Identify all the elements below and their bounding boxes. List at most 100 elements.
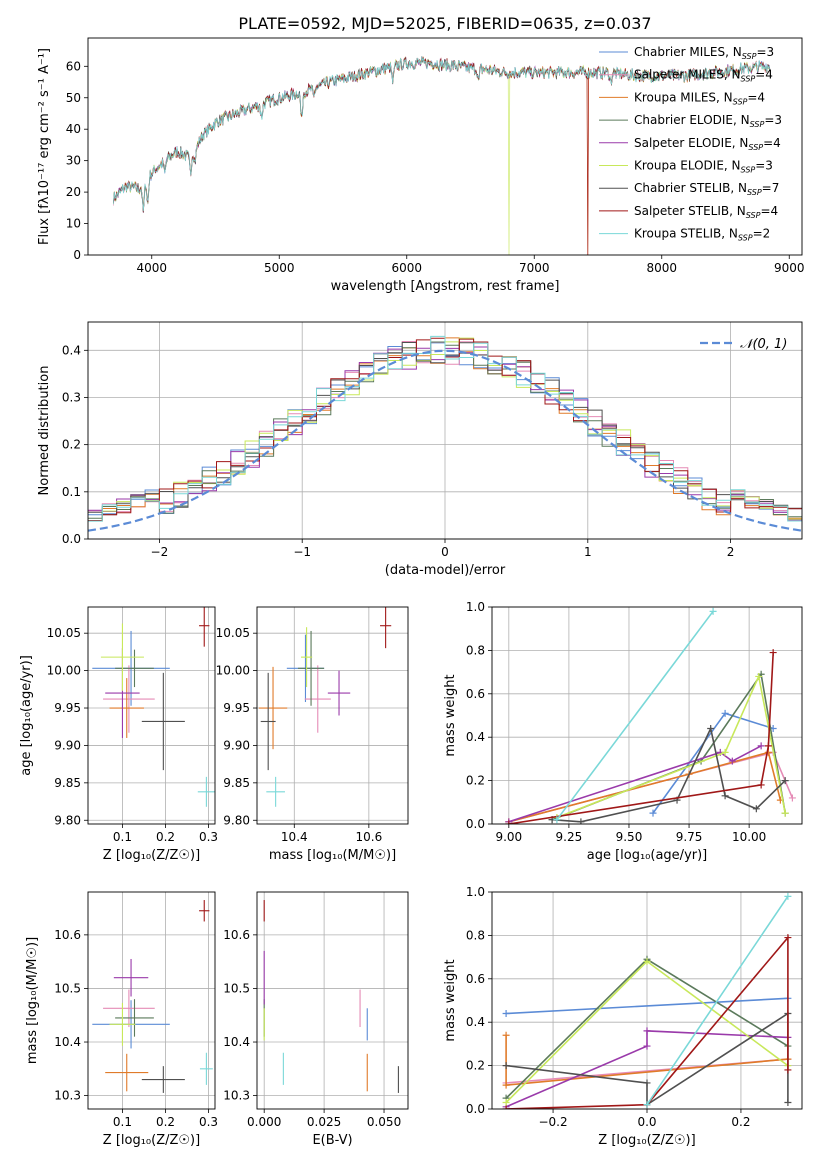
weight-marker [784,1098,792,1106]
age_vs_mass-plot-area [258,607,392,807]
age_vs_z-xtick-label: 0.2 [156,830,175,844]
mass_vs_z-ytick-label: 10.4 [54,1035,81,1049]
weight-marker [728,757,736,765]
legend-label: Salpeter MILES, NSSP=4 [634,68,773,84]
residuals-xtick-label: 0 [441,545,449,559]
age_vs_z-ytick-label: 10.05 [47,626,81,640]
mass_vs_z-ytick-label: 10.5 [54,981,81,995]
weight-line-kroupa-elodie [556,673,786,819]
mass_vs_z-panel: 0.1 0.2 0.3 10.3 10.4 10.5 10.6 Z [log₁₀(Z/Z☉)]… [25,891,218,1148]
weight-marker [709,607,717,615]
age_vs_mass-ytick-label: 10.05 [216,626,250,640]
spectrum-plot-area [113,55,771,255]
weight_vs_z-ytick-label: 0.2 [466,1059,485,1073]
weight_vs_age-plot-area [505,607,796,824]
spectrum-legend: Chabrier MILES, NSSP=3 Salpeter MILES, NS… [599,45,782,243]
mass_vs_z-frame [87,891,216,1110]
weight_vs_z-ylabel: mass weight [443,959,458,1041]
weight_vs_age-ytick-label: 0.6 [466,687,485,701]
spectrum-xlabel: wavelength [Angstrom, rest frame] [331,279,560,294]
mass_vs_z-xlabel: Z [log₁₀(Z/Z☉)] [103,1133,200,1148]
spectrum-xtick-label: 4000 [136,261,167,275]
age_vs_z-frame [87,606,216,825]
spectrum-line-kroupa-stelib [113,56,771,212]
weight-marker [721,709,729,717]
weight-marker [769,649,777,657]
mass_vs_ebv-xtick-label: 0.050 [367,1115,401,1129]
spectrum-ytick-label: 40 [66,122,81,136]
weight_vs_z-panel: −0.2 0.0 0.2 0.0 0.2 0.4 0.6 0.8 1.0 Z [log₁₀(Z/Z… [443,885,803,1148]
weight_vs_age-xtick-label: 9.75 [676,830,703,844]
weight-marker [577,818,585,824]
age_vs_mass-panel: 10.4 10.6 9.80 9.85 9.90 9.95 10.00 10.05 mass [… [216,606,409,863]
residuals-frame [87,321,803,540]
spectrum-xtick-label: 6000 [391,261,422,275]
mass_vs_ebv-xlabel: E(B-V) [312,1133,352,1148]
age_vs_z-ytick-label: 9.95 [54,701,81,715]
spectrum-ytick-label: 20 [66,185,81,199]
weight-marker [505,820,513,824]
weight-marker [781,809,789,817]
age_vs_mass-frame [256,606,409,825]
weight-marker [502,1062,510,1070]
weight-marker [502,1081,510,1089]
mass_vs_z-ylabel: mass [log₁₀(M/M☉)] [25,937,40,1064]
weight_vs_z-ytick-label: 0.4 [466,1015,485,1029]
weight_vs_z-ytick-label: 0.6 [466,972,485,986]
legend-label: Salpeter STELIB, NSSP=4 [634,204,778,220]
weight_vs_age-ytick-label: 0.8 [466,643,485,657]
weight-marker [643,1101,651,1109]
legend-label: 𝒩(0, 1) [740,337,787,352]
spectrum-xtick-label: 7000 [519,261,550,275]
weight-marker [764,742,772,750]
residuals-panel: −2 −1 0 1 2 0.0 0.1 0.2 0.3 0.4 (data-model)/error… [37,321,803,578]
spectrum-panel: 4000 5000 6000 7000 8000 9000 0 10 20 30 40 50 60 wav… [37,37,805,294]
age_vs_z-ytick-label: 9.85 [54,776,81,790]
spectrum-ytick-label: 0 [73,248,81,262]
age_vs_z-panel: 0.1 0.2 0.3 9.80 9.85 9.90 9.95 10.00 10.05 Z [lo… [19,606,218,863]
weight-marker [784,892,792,900]
age_vs_z-xtick-label: 0.3 [199,830,218,844]
legend-label: Kroupa MILES, NSSP=4 [634,90,765,106]
spectrum-ytick-label: 30 [66,154,81,168]
weight-line-chabrier-miles [506,997,788,1015]
weight_vs_z-ytick-label: 1.0 [466,885,485,899]
weight_vs_age-ytick-label: 0.4 [466,730,485,744]
residuals-ytick-label: 0.4 [62,343,81,357]
weight-marker [649,809,657,817]
spectrum-ylabel: Flux [fλ10⁻¹⁷ erg cm⁻² s⁻¹ A⁻¹] [37,48,52,245]
weight-marker [643,1027,651,1035]
weight-line-chabrier-stelib [552,726,786,823]
weight_vs_age-xtick-label: 9.25 [556,830,583,844]
legend-label: Kroupa STELIB, NSSP=2 [634,227,770,243]
spectrum-xtick-label: 9000 [774,261,805,275]
spectrum-line-chabrier-stelib [113,56,771,213]
weight_vs_z-xtick-label: 0.2 [731,1115,750,1129]
age_vs_z-ylabel: age [log₁₀(age/yr)] [19,655,34,776]
weight_vs_age-frame [491,606,803,825]
weight-marker [757,781,765,789]
weight_vs_z-plot-area [502,892,792,1109]
weight-marker [643,1079,651,1087]
weight-marker [643,957,651,965]
mass_vs_ebv-ytick-label: 10.4 [223,1035,250,1049]
weight_vs_age-xlabel: age [log₁₀(age/yr)] [587,848,708,863]
weight_vs_z-frame [491,891,803,1110]
residuals-xtick-label: 1 [584,545,592,559]
age_vs_z-plot-area [92,607,215,807]
weight-marker [784,934,792,942]
weight-marker [553,816,561,824]
mass_vs_ebv-ytick-label: 10.3 [223,1089,250,1103]
figure-title: PLATE=0592, MJD=52025, FIBERID=0635, z=0… [238,14,651,33]
residuals-ytick-label: 0.0 [62,532,81,546]
spectrum-ytick-label: 50 [66,91,81,105]
weight-line-kroupa-stelib [646,895,789,1106]
spectrum-ytick-label: 10 [66,217,81,231]
residuals-ytick-label: 0.1 [62,485,81,499]
age_vs_mass-ytick-label: 10.00 [216,664,250,678]
legend-label: Chabrier MILES, NSSP=3 [634,45,774,61]
weight_vs_age-xtick-label: 9.50 [616,830,643,844]
weight_vs_age-ytick-label: 0.0 [466,817,485,831]
age_vs_mass-xtick-label: 10.4 [281,830,308,844]
weight_vs_age-xtick-label: 9.00 [495,830,522,844]
